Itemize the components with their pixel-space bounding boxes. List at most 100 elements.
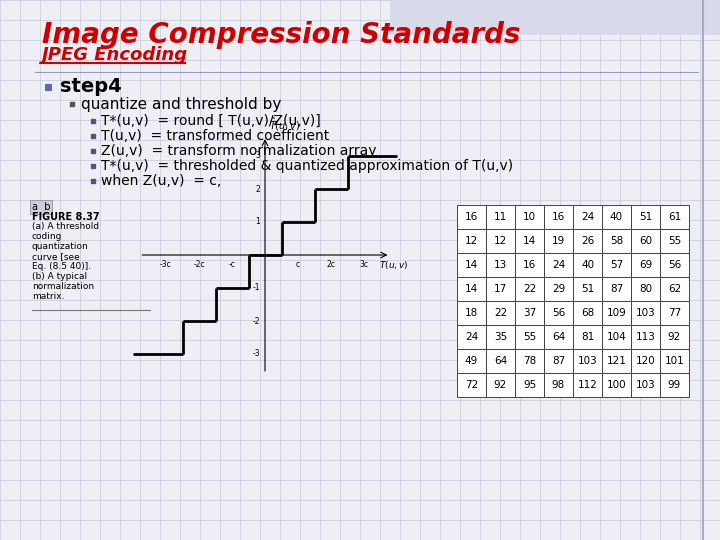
Text: 121: 121 (606, 356, 626, 366)
Bar (631, 349, 660, 373)
Text: 35: 35 (494, 332, 507, 342)
Text: 103: 103 (636, 308, 655, 318)
Text: 51: 51 (581, 284, 594, 294)
Bar (631, 301, 660, 325)
Text: 72: 72 (465, 380, 478, 390)
Text: 69: 69 (639, 260, 652, 270)
Text: 56: 56 (552, 308, 565, 318)
Text: matrix.: matrix. (32, 292, 65, 301)
Text: 78: 78 (523, 356, 536, 366)
Text: 2: 2 (256, 185, 260, 193)
Text: 1: 1 (256, 218, 260, 226)
Bar (457, 301, 486, 325)
Text: 19: 19 (552, 236, 565, 246)
Text: 11: 11 (494, 212, 507, 222)
Bar (660, 253, 689, 277)
Text: normalization: normalization (32, 282, 94, 291)
Bar (457, 277, 486, 301)
Bar (486, 253, 515, 277)
Text: quantization: quantization (32, 242, 89, 251)
Text: 16: 16 (465, 212, 478, 222)
Text: 56: 56 (668, 260, 681, 270)
Text: -2: -2 (253, 316, 260, 326)
Bar (573, 205, 602, 229)
Text: 12: 12 (465, 236, 478, 246)
Text: when Z(u,v)  = c,: when Z(u,v) = c, (101, 174, 221, 188)
Bar (515, 205, 544, 229)
Text: 101: 101 (665, 356, 685, 366)
Text: -2c: -2c (193, 260, 204, 269)
Text: step4: step4 (60, 78, 122, 97)
Bar (486, 277, 515, 301)
Bar (544, 277, 573, 301)
Text: 16: 16 (552, 212, 565, 222)
Bar (660, 349, 689, 373)
Text: (b) A typical: (b) A typical (32, 272, 87, 281)
Text: 2c: 2c (327, 260, 336, 269)
Text: quantize and threshold by: quantize and threshold by (81, 97, 282, 111)
Bar (602, 229, 631, 253)
Text: 95: 95 (523, 380, 536, 390)
Text: -c: -c (228, 260, 235, 269)
Bar (631, 229, 660, 253)
Text: 58: 58 (610, 236, 623, 246)
Text: 24: 24 (581, 212, 594, 222)
Text: T*(u,v)  = round [ T(u,v)/Z(u,v)]: T*(u,v) = round [ T(u,v)/Z(u,v)] (101, 114, 320, 128)
Text: T(u,v)  = transformed coefficient: T(u,v) = transformed coefficient (101, 129, 329, 143)
Text: -1: -1 (253, 284, 260, 293)
Text: JPEG Encoding: JPEG Encoding (42, 46, 188, 64)
Bar (631, 205, 660, 229)
Bar (457, 253, 486, 277)
Text: 10: 10 (523, 212, 536, 222)
Text: 16: 16 (523, 260, 536, 270)
Bar (660, 229, 689, 253)
Text: 98: 98 (552, 380, 565, 390)
Bar (573, 253, 602, 277)
Text: 112: 112 (577, 380, 598, 390)
Bar (631, 253, 660, 277)
Text: 61: 61 (668, 212, 681, 222)
Text: 104: 104 (607, 332, 626, 342)
Bar (660, 325, 689, 349)
Bar (486, 229, 515, 253)
Bar (515, 349, 544, 373)
Text: 80: 80 (639, 284, 652, 294)
Text: 12: 12 (494, 236, 507, 246)
Bar (390, 0, 720, 35)
Text: 49: 49 (465, 356, 478, 366)
Bar (602, 325, 631, 349)
Bar (602, 349, 631, 373)
Text: 24: 24 (465, 332, 478, 342)
Text: 13: 13 (494, 260, 507, 270)
Text: 51: 51 (639, 212, 652, 222)
Bar (573, 349, 602, 373)
Text: 17: 17 (494, 284, 507, 294)
Text: 87: 87 (610, 284, 623, 294)
Bar (515, 373, 544, 397)
Text: 26: 26 (581, 236, 594, 246)
Text: 113: 113 (636, 332, 655, 342)
Text: 22: 22 (523, 284, 536, 294)
Text: 92: 92 (494, 380, 507, 390)
Bar (544, 349, 573, 373)
Text: $T(u,v)$: $T(u,v)$ (379, 259, 408, 271)
Bar (544, 301, 573, 325)
Text: 109: 109 (607, 308, 626, 318)
Bar (515, 301, 544, 325)
Text: 62: 62 (668, 284, 681, 294)
Bar (486, 373, 515, 397)
Text: 100: 100 (607, 380, 626, 390)
Bar (515, 229, 544, 253)
Text: 40: 40 (610, 212, 623, 222)
Bar (457, 349, 486, 373)
Text: 14: 14 (465, 284, 478, 294)
Text: 37: 37 (523, 308, 536, 318)
Bar (573, 277, 602, 301)
Text: 3c: 3c (359, 260, 369, 269)
Text: 29: 29 (552, 284, 565, 294)
Text: 64: 64 (552, 332, 565, 342)
Bar (544, 373, 573, 397)
Text: Eq. (8.5 40)].: Eq. (8.5 40)]. (32, 262, 91, 271)
Bar (544, 229, 573, 253)
Bar (457, 325, 486, 349)
